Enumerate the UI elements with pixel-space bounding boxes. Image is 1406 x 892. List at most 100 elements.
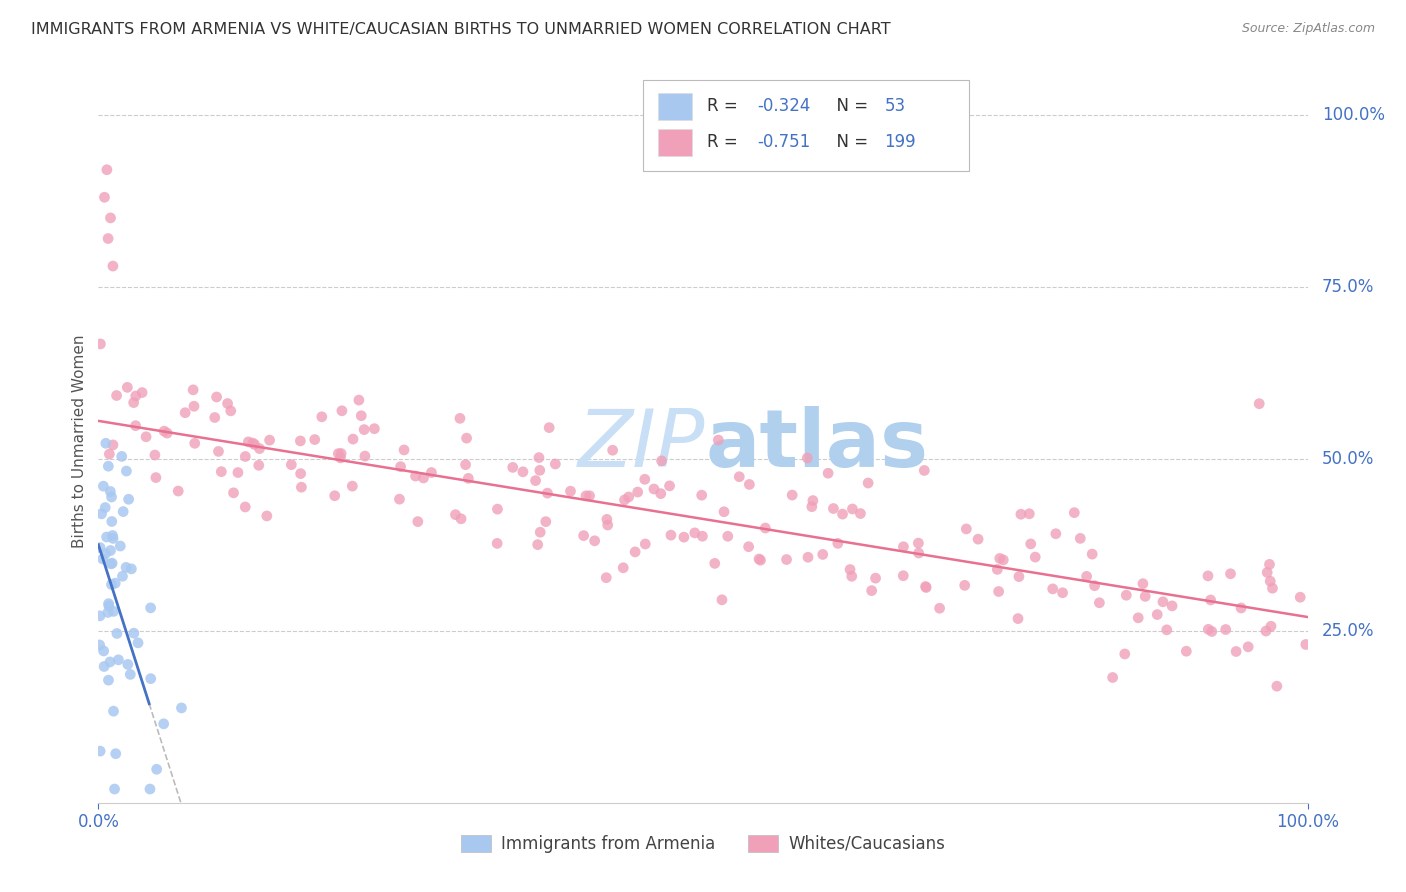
Point — [1146, 607, 1168, 622]
Point — [690, 488, 713, 502]
Point — [347, 393, 370, 408]
Point — [450, 512, 472, 526]
Point — [139, 672, 162, 686]
Point — [145, 762, 167, 776]
Point — [1007, 611, 1029, 625]
Point — [596, 518, 619, 533]
Point — [659, 528, 682, 542]
Point — [1052, 586, 1074, 600]
Point — [328, 447, 350, 461]
Point — [634, 537, 657, 551]
Point — [101, 528, 124, 542]
Point — [101, 556, 124, 570]
Text: ZIP: ZIP — [578, 406, 706, 484]
Text: 199: 199 — [884, 134, 915, 152]
Point — [105, 626, 128, 640]
Point — [738, 477, 761, 491]
Point — [780, 488, 803, 502]
Point — [127, 636, 149, 650]
Point — [135, 430, 157, 444]
Point — [839, 562, 862, 576]
Point — [98, 484, 121, 499]
Point — [97, 599, 120, 613]
Point — [104, 747, 127, 761]
Point — [125, 389, 148, 403]
Point — [831, 507, 853, 521]
Point — [856, 475, 879, 490]
Point — [1115, 588, 1137, 602]
Point — [650, 486, 672, 500]
Point — [1063, 506, 1085, 520]
Point — [111, 569, 134, 583]
Text: R =: R = — [707, 134, 742, 152]
Point — [304, 433, 326, 447]
Point — [1256, 566, 1278, 580]
Point — [117, 492, 139, 507]
Point — [529, 463, 551, 477]
Point — [89, 744, 111, 758]
Point — [353, 423, 375, 437]
Point — [1254, 624, 1277, 638]
Point — [617, 490, 640, 504]
Point — [89, 541, 111, 555]
Point — [860, 583, 883, 598]
Point — [529, 525, 551, 540]
Point — [89, 337, 111, 351]
Point — [97, 597, 120, 611]
Point — [97, 606, 120, 620]
Y-axis label: Births to Unmarried Women: Births to Unmarried Women — [72, 334, 87, 549]
Point — [98, 447, 121, 461]
Point — [801, 493, 824, 508]
Text: R =: R = — [707, 97, 742, 115]
Point — [613, 492, 636, 507]
Point — [672, 530, 695, 544]
Point — [841, 569, 863, 583]
Point — [1225, 644, 1247, 658]
Point — [915, 581, 938, 595]
Point — [110, 539, 132, 553]
Legend: Immigrants from Armenia, Whites/Caucasians: Immigrants from Armenia, Whites/Caucasia… — [454, 828, 952, 860]
Point — [928, 601, 950, 615]
Point — [703, 557, 725, 571]
Text: 75.0%: 75.0% — [1322, 277, 1375, 296]
Text: 53: 53 — [884, 97, 905, 115]
Point — [93, 659, 115, 673]
Text: IMMIGRANTS FROM ARMENIA VS WHITE/CAUCASIAN BIRTHS TO UNMARRIED WOMEN CORRELATION: IMMIGRANTS FROM ARMENIA VS WHITE/CAUCASI… — [31, 22, 890, 37]
Point — [583, 533, 606, 548]
Point — [1237, 640, 1260, 654]
Point — [249, 442, 271, 456]
Point — [226, 466, 249, 480]
Point — [1156, 623, 1178, 637]
Point — [737, 540, 759, 554]
Point — [536, 486, 558, 500]
Point — [122, 395, 145, 409]
Point — [107, 653, 129, 667]
Point — [89, 638, 111, 652]
Point — [1128, 611, 1150, 625]
Point — [93, 190, 115, 204]
Point — [524, 474, 547, 488]
Point — [204, 410, 226, 425]
Point — [907, 536, 929, 550]
Point — [651, 454, 673, 468]
Point — [412, 471, 434, 485]
Point — [502, 460, 524, 475]
Point — [1024, 550, 1046, 565]
Point — [534, 515, 557, 529]
Point — [1076, 569, 1098, 583]
Text: -0.751: -0.751 — [758, 134, 811, 152]
Point — [1295, 637, 1317, 651]
Point — [953, 578, 976, 592]
Point — [97, 459, 120, 474]
Point — [987, 584, 1010, 599]
Point — [112, 505, 135, 519]
Point — [100, 577, 122, 591]
Point — [280, 458, 302, 472]
Point — [181, 383, 204, 397]
Point — [100, 211, 122, 225]
Point — [1084, 579, 1107, 593]
Point — [152, 716, 174, 731]
Point — [797, 550, 820, 565]
Point — [209, 465, 232, 479]
Point — [1161, 599, 1184, 613]
